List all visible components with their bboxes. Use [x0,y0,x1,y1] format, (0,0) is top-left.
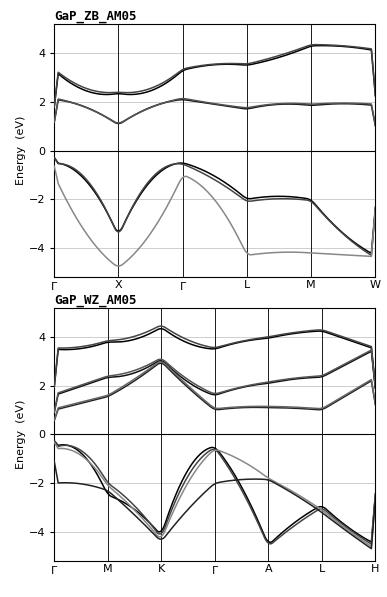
Y-axis label: Energy  (eV): Energy (eV) [16,116,26,185]
Text: GaP_WZ_AM05: GaP_WZ_AM05 [54,294,137,307]
Y-axis label: Energy  (eV): Energy (eV) [16,400,26,469]
Text: GaP_ZB_AM05: GaP_ZB_AM05 [54,10,137,23]
